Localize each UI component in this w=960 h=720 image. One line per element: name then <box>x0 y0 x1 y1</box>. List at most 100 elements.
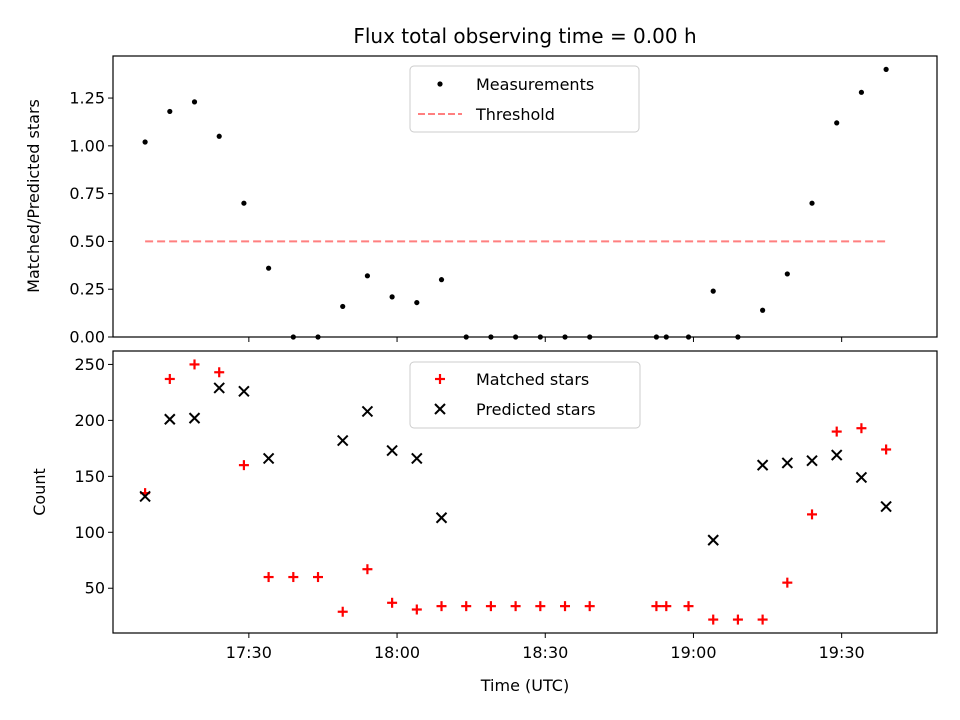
predicted-stars-point-b <box>361 405 374 418</box>
matched-stars-point <box>708 614 719 625</box>
predicted-stars-point <box>781 457 794 469</box>
top-y-axis-label: Matched/Predicted stars <box>24 99 43 293</box>
predicted-stars-point-b <box>139 490 151 503</box>
measurement-point <box>710 288 716 294</box>
x-tick-label: 18:00 <box>374 643 420 662</box>
predicted-stars-point-b <box>707 534 719 546</box>
legend-matched-label: Matched stars <box>476 370 589 389</box>
measurement-point <box>809 200 815 206</box>
matched-stars-point <box>651 601 662 612</box>
predicted-stars-point <box>806 454 818 467</box>
x-tick-label: 17:30 <box>226 643 272 662</box>
measurement-point <box>340 303 346 310</box>
measurement-point <box>784 271 790 277</box>
predicted-stars-point <box>361 405 374 418</box>
measurement-point <box>364 273 371 279</box>
legend-matched-marker <box>435 374 445 384</box>
predicted-stars-point <box>337 434 349 447</box>
matched-stars-point <box>436 601 447 612</box>
y-tick-label: 0.25 <box>69 280 105 299</box>
y-tick-label: 1.00 <box>69 136 105 155</box>
y-tick-label: 0.00 <box>69 328 105 347</box>
matched-stars-point <box>387 597 398 608</box>
predicted-stars-point <box>262 452 275 465</box>
predicted-stars-point <box>213 382 225 394</box>
matched-stars-point <box>661 601 672 612</box>
predicted-stars-point-b <box>238 385 250 397</box>
legend-measurements-marker <box>437 81 443 87</box>
matched-stars-point <box>683 601 694 612</box>
predicted-stars-point <box>707 534 719 546</box>
predicted-stars-point <box>756 459 769 471</box>
y-tick-label: 0.75 <box>69 184 105 203</box>
predicted-stars-point-b <box>411 452 423 465</box>
predicted-stars-point-b <box>337 434 349 447</box>
matched-stars-point <box>732 614 743 625</box>
measurement-point <box>216 133 222 139</box>
legend-measurements-label: Measurements <box>476 75 594 94</box>
predicted-stars-point-b <box>435 512 448 524</box>
measurement-point <box>858 89 865 95</box>
predicted-stars-point-b <box>188 412 201 424</box>
predicted-stars-point-b <box>831 449 843 461</box>
matched-stars-point <box>535 601 546 612</box>
bottom-y-axis-label: Count <box>30 468 49 516</box>
matched-stars-point <box>238 460 249 471</box>
matched-stars-point <box>189 359 200 370</box>
measurement-point <box>883 66 889 72</box>
bottom-legend: Matched stars Predicted stars <box>409 361 641 429</box>
top-panel: 0.00 0.25 0.50 0.75 1.00 1.25 Matched/Predict… <box>24 55 938 347</box>
y-tick-label: 1.25 <box>69 89 105 108</box>
measurement-point <box>438 277 445 283</box>
matched-stars-point <box>881 444 892 455</box>
measurement-point <box>414 299 420 306</box>
matched-stars-point <box>362 564 373 575</box>
x-tick-label: 19:30 <box>819 643 865 662</box>
matched-stars-point <box>510 601 521 612</box>
predicted-stars-point <box>411 452 423 465</box>
matched-stars-point <box>263 572 274 583</box>
predicted-stars-point-b <box>855 471 868 484</box>
matched-stars-point <box>831 426 842 437</box>
matched-stars-point <box>560 601 571 612</box>
measurement-point <box>760 307 766 313</box>
matched-stars-point <box>584 601 595 612</box>
measurement-point <box>167 108 173 115</box>
bottom-panel-frame <box>112 350 938 634</box>
matched-stars-point <box>313 572 324 583</box>
matched-stars-point <box>856 423 867 434</box>
legend-threshold-label: Threshold <box>475 105 555 124</box>
predicted-stars-point-b <box>262 452 275 465</box>
predicted-stars-point-b <box>781 457 794 469</box>
matched-stars-point <box>288 572 299 583</box>
predicted-stars-point-b <box>806 454 818 467</box>
matched-stars-point <box>411 604 422 615</box>
matched-stars-point <box>757 614 768 625</box>
predicted-stars-point-b <box>880 500 892 513</box>
y-tick-label: 50 <box>85 579 105 598</box>
predicted-stars-point <box>855 471 868 484</box>
measurement-point <box>191 99 198 105</box>
predicted-stars-point <box>164 413 176 425</box>
predicted-stars-point <box>880 500 892 513</box>
matched-stars-point <box>214 367 225 378</box>
legend-predicted-marker <box>434 403 446 415</box>
matched-stars-point <box>807 509 818 520</box>
y-tick-label: 0.50 <box>69 232 105 251</box>
predicted-stars-point <box>386 444 398 457</box>
y-tick-label: 250 <box>74 355 105 374</box>
matched-stars-point <box>485 601 496 612</box>
chart-title: Flux total observing time = 0.00 h <box>353 24 696 48</box>
matched-stars-point <box>461 601 472 612</box>
legend-predicted-label: Predicted stars <box>476 400 596 419</box>
predicted-stars-point-b <box>386 444 398 457</box>
x-tick-label: 19:00 <box>670 643 716 662</box>
top-panel-frame <box>112 55 938 338</box>
measurement-point <box>266 265 272 271</box>
top-legend: Measurements Threshold <box>409 65 640 133</box>
x-axis-label: Time (UTC) <box>480 676 569 695</box>
matched-stars-point <box>164 373 175 384</box>
matched-stars-point <box>337 606 348 617</box>
